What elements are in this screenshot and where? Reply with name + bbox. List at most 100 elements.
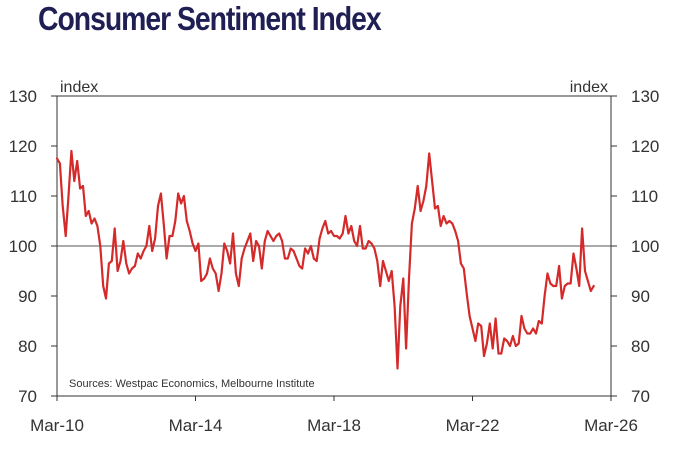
data-point bbox=[566, 282, 569, 285]
data-point bbox=[457, 240, 459, 242]
data-point bbox=[237, 285, 240, 287]
y-tick-label-left: 100 bbox=[9, 237, 37, 256]
data-point bbox=[396, 367, 399, 370]
data-point bbox=[353, 240, 356, 242]
data-point bbox=[203, 277, 206, 280]
source-note: Sources: Westpac Economics, Melbourne In… bbox=[69, 378, 315, 390]
data-point bbox=[344, 215, 347, 217]
data-point bbox=[561, 297, 563, 300]
data-point bbox=[84, 215, 87, 217]
data-point bbox=[434, 207, 436, 210]
data-point bbox=[188, 230, 191, 232]
data-point bbox=[480, 325, 483, 327]
data-point bbox=[483, 355, 485, 357]
data-point bbox=[61, 205, 64, 207]
data-point bbox=[387, 280, 390, 282]
data-point bbox=[428, 152, 431, 155]
data-point bbox=[477, 322, 480, 325]
data-point bbox=[307, 252, 309, 255]
series-points bbox=[56, 150, 595, 370]
data-point bbox=[243, 247, 246, 250]
data-point bbox=[56, 157, 58, 160]
data-point bbox=[465, 292, 468, 295]
data-point bbox=[367, 240, 370, 242]
data-point bbox=[537, 320, 540, 322]
y-tick-label-right: 110 bbox=[631, 187, 658, 206]
data-point bbox=[445, 222, 448, 225]
left-axis: 70 80 90 100 110 120 130 bbox=[9, 87, 57, 406]
x-tick-label: Mar-26 bbox=[584, 416, 638, 435]
data-point bbox=[185, 220, 188, 222]
y-tick-label-left: 70 bbox=[18, 387, 37, 406]
y-tick-label-right: 90 bbox=[631, 287, 650, 306]
data-point bbox=[240, 257, 243, 260]
data-point bbox=[220, 272, 223, 275]
data-point bbox=[295, 257, 298, 260]
data-point bbox=[226, 250, 229, 252]
data-point bbox=[540, 322, 543, 325]
data-point bbox=[333, 235, 335, 237]
y-tick-label-left: 80 bbox=[18, 337, 37, 356]
data-point bbox=[93, 217, 96, 220]
data-point bbox=[468, 315, 471, 317]
data-point bbox=[151, 250, 154, 252]
data-point bbox=[108, 262, 110, 265]
data-point bbox=[390, 270, 393, 272]
data-point bbox=[82, 185, 84, 187]
data-point bbox=[535, 332, 537, 335]
data-point bbox=[96, 225, 99, 227]
data-point bbox=[281, 240, 283, 242]
data-point bbox=[454, 230, 457, 232]
data-point bbox=[578, 285, 581, 287]
data-point bbox=[575, 267, 578, 270]
data-point bbox=[356, 245, 358, 247]
data-point bbox=[543, 295, 546, 297]
data-point bbox=[474, 340, 477, 342]
data-point bbox=[315, 260, 318, 262]
data-point bbox=[301, 267, 304, 270]
data-point bbox=[399, 305, 402, 307]
data-point bbox=[408, 277, 410, 280]
data-point bbox=[376, 260, 379, 262]
data-point bbox=[324, 220, 327, 222]
data-point bbox=[546, 272, 549, 275]
data-point bbox=[592, 285, 595, 287]
data-point bbox=[70, 150, 73, 152]
data-point bbox=[413, 207, 416, 210]
data-point bbox=[451, 222, 454, 225]
y-tick-label-left: 130 bbox=[9, 87, 37, 106]
data-point bbox=[569, 282, 572, 285]
data-point bbox=[416, 185, 419, 187]
data-point bbox=[298, 265, 301, 267]
data-point bbox=[347, 232, 350, 235]
right-axis: 70 80 90 100 110 120 130 bbox=[611, 87, 659, 406]
data-point bbox=[180, 202, 183, 205]
data-point bbox=[87, 210, 90, 212]
data-point bbox=[162, 222, 165, 225]
data-point bbox=[286, 257, 289, 260]
data-point bbox=[263, 240, 266, 242]
data-point bbox=[558, 265, 560, 267]
data-point bbox=[555, 285, 558, 287]
data-point bbox=[183, 195, 185, 197]
data-point bbox=[128, 272, 131, 275]
data-point bbox=[370, 242, 373, 245]
data-point bbox=[278, 232, 281, 235]
data-point bbox=[90, 222, 93, 225]
data-point bbox=[214, 272, 217, 275]
data-point bbox=[304, 247, 306, 250]
data-point bbox=[131, 267, 133, 270]
data-point bbox=[497, 352, 500, 355]
data-point bbox=[134, 265, 136, 267]
data-point bbox=[411, 222, 413, 225]
data-point bbox=[217, 290, 220, 292]
data-point bbox=[275, 235, 278, 237]
data-point bbox=[517, 342, 520, 345]
data-point bbox=[122, 240, 125, 242]
data-point bbox=[105, 297, 107, 300]
data-point bbox=[439, 225, 442, 227]
data-point bbox=[235, 272, 237, 275]
y-tick-label-left: 90 bbox=[18, 287, 37, 306]
data-point bbox=[59, 162, 61, 165]
data-point bbox=[148, 225, 151, 227]
